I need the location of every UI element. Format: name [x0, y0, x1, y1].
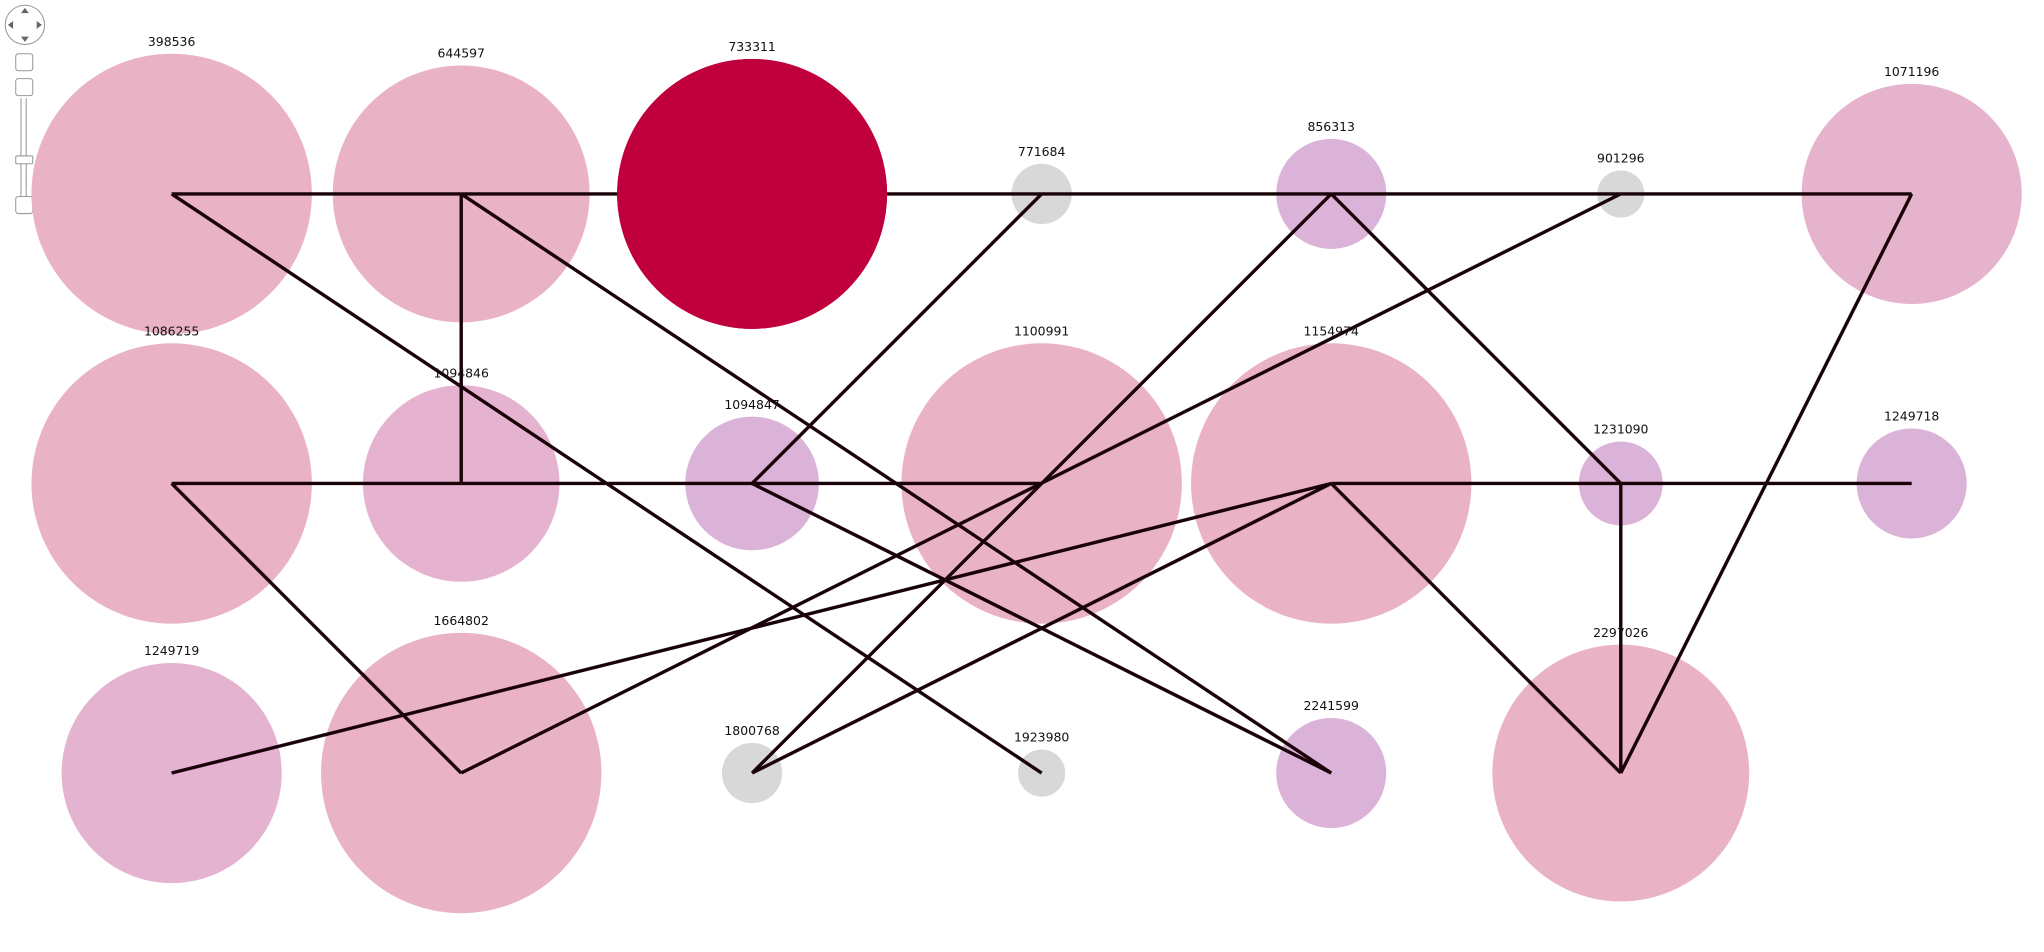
node-label: 1071196: [1884, 64, 1939, 79]
node-label: 1231090: [1593, 422, 1648, 437]
zoom-in-button[interactable]: [15, 53, 34, 72]
node-labels: 398536 644597 733311 771684 856313 901296 1071…: [144, 34, 1940, 745]
node-label: 1100991: [1014, 323, 1069, 338]
node-label: 1094847: [724, 397, 779, 412]
node-label: 2297026: [1593, 625, 1648, 640]
node-overlay: [617, 58, 888, 329]
node-label: 856313: [1307, 119, 1354, 134]
node-label: 1094846: [434, 365, 489, 380]
edge: [171, 481, 1332, 775]
node-label: 901296: [1597, 150, 1645, 165]
node-label: 1800768: [724, 723, 779, 738]
node-label: 771684: [1018, 144, 1066, 159]
node-label: 1154974: [1304, 323, 1359, 338]
edge: [751, 481, 1332, 775]
pan-control[interactable]: [4, 4, 46, 46]
node-label: 1664802: [434, 613, 489, 628]
node-label: 398536: [148, 34, 196, 49]
edge: [1330, 192, 1622, 485]
edge: [1330, 482, 1622, 775]
node-label: 733311: [728, 39, 775, 54]
zoom-slider-handle[interactable]: [15, 155, 34, 165]
node-label: 1086255: [144, 323, 199, 338]
node-label: 2241599: [1304, 698, 1359, 713]
node-label: 1923980: [1014, 730, 1069, 745]
node-label: 644597: [437, 46, 484, 61]
node-label: 1249718: [1884, 409, 1939, 424]
edges: [170, 58, 1914, 775]
navigation-controls: [4, 4, 46, 215]
zoom-reset-button[interactable]: [15, 196, 34, 215]
edge: [170, 482, 463, 775]
zoom-out-button[interactable]: [15, 78, 34, 97]
edge: [750, 192, 1043, 485]
node-label: 1249719: [144, 643, 199, 658]
